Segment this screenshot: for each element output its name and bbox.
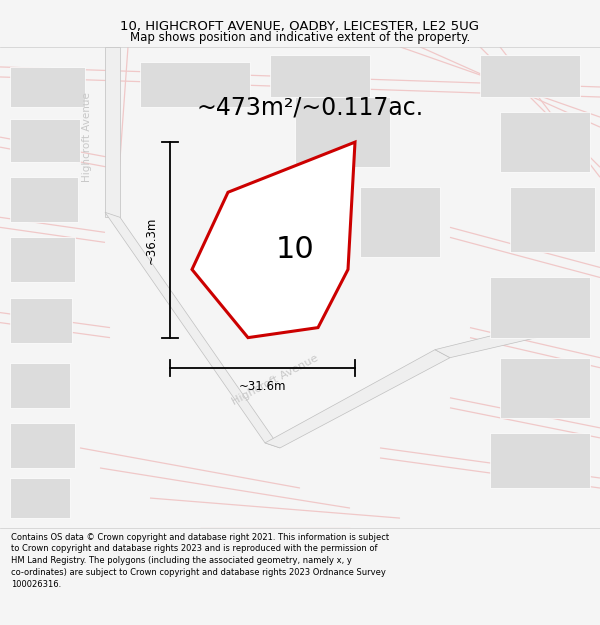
Polygon shape: [435, 318, 580, 357]
Polygon shape: [360, 188, 440, 258]
Polygon shape: [10, 119, 80, 162]
Polygon shape: [510, 188, 595, 253]
Text: Map shows position and indicative extent of the property.: Map shows position and indicative extent…: [130, 31, 470, 44]
Polygon shape: [10, 423, 75, 468]
Polygon shape: [105, 213, 280, 448]
Text: Contains OS data © Crown copyright and database right 2021. This information is : Contains OS data © Crown copyright and d…: [11, 532, 389, 589]
Text: 10, HIGHCROFT AVENUE, OADBY, LEICESTER, LE2 5UG: 10, HIGHCROFT AVENUE, OADBY, LEICESTER, …: [121, 20, 479, 33]
Text: Highcroft Avenue: Highcroft Avenue: [82, 92, 92, 182]
Text: Highcroft Avenue: Highcroft Avenue: [230, 352, 320, 407]
Polygon shape: [10, 298, 72, 343]
Text: 10: 10: [275, 235, 314, 264]
Polygon shape: [10, 67, 85, 107]
Polygon shape: [500, 357, 590, 418]
Polygon shape: [490, 278, 590, 338]
Polygon shape: [500, 112, 590, 173]
Text: ~31.6m: ~31.6m: [239, 380, 286, 392]
Polygon shape: [490, 433, 590, 488]
Polygon shape: [10, 238, 75, 282]
Text: ~36.3m: ~36.3m: [145, 216, 158, 264]
Polygon shape: [140, 62, 250, 107]
Text: ~473m²/~0.117ac.: ~473m²/~0.117ac.: [196, 95, 424, 119]
Polygon shape: [295, 97, 390, 167]
Polygon shape: [265, 349, 450, 448]
Polygon shape: [192, 142, 355, 338]
Polygon shape: [10, 362, 70, 408]
Polygon shape: [10, 177, 78, 222]
Polygon shape: [105, 47, 120, 217]
Polygon shape: [480, 55, 580, 97]
Polygon shape: [270, 55, 370, 97]
Polygon shape: [10, 478, 70, 518]
